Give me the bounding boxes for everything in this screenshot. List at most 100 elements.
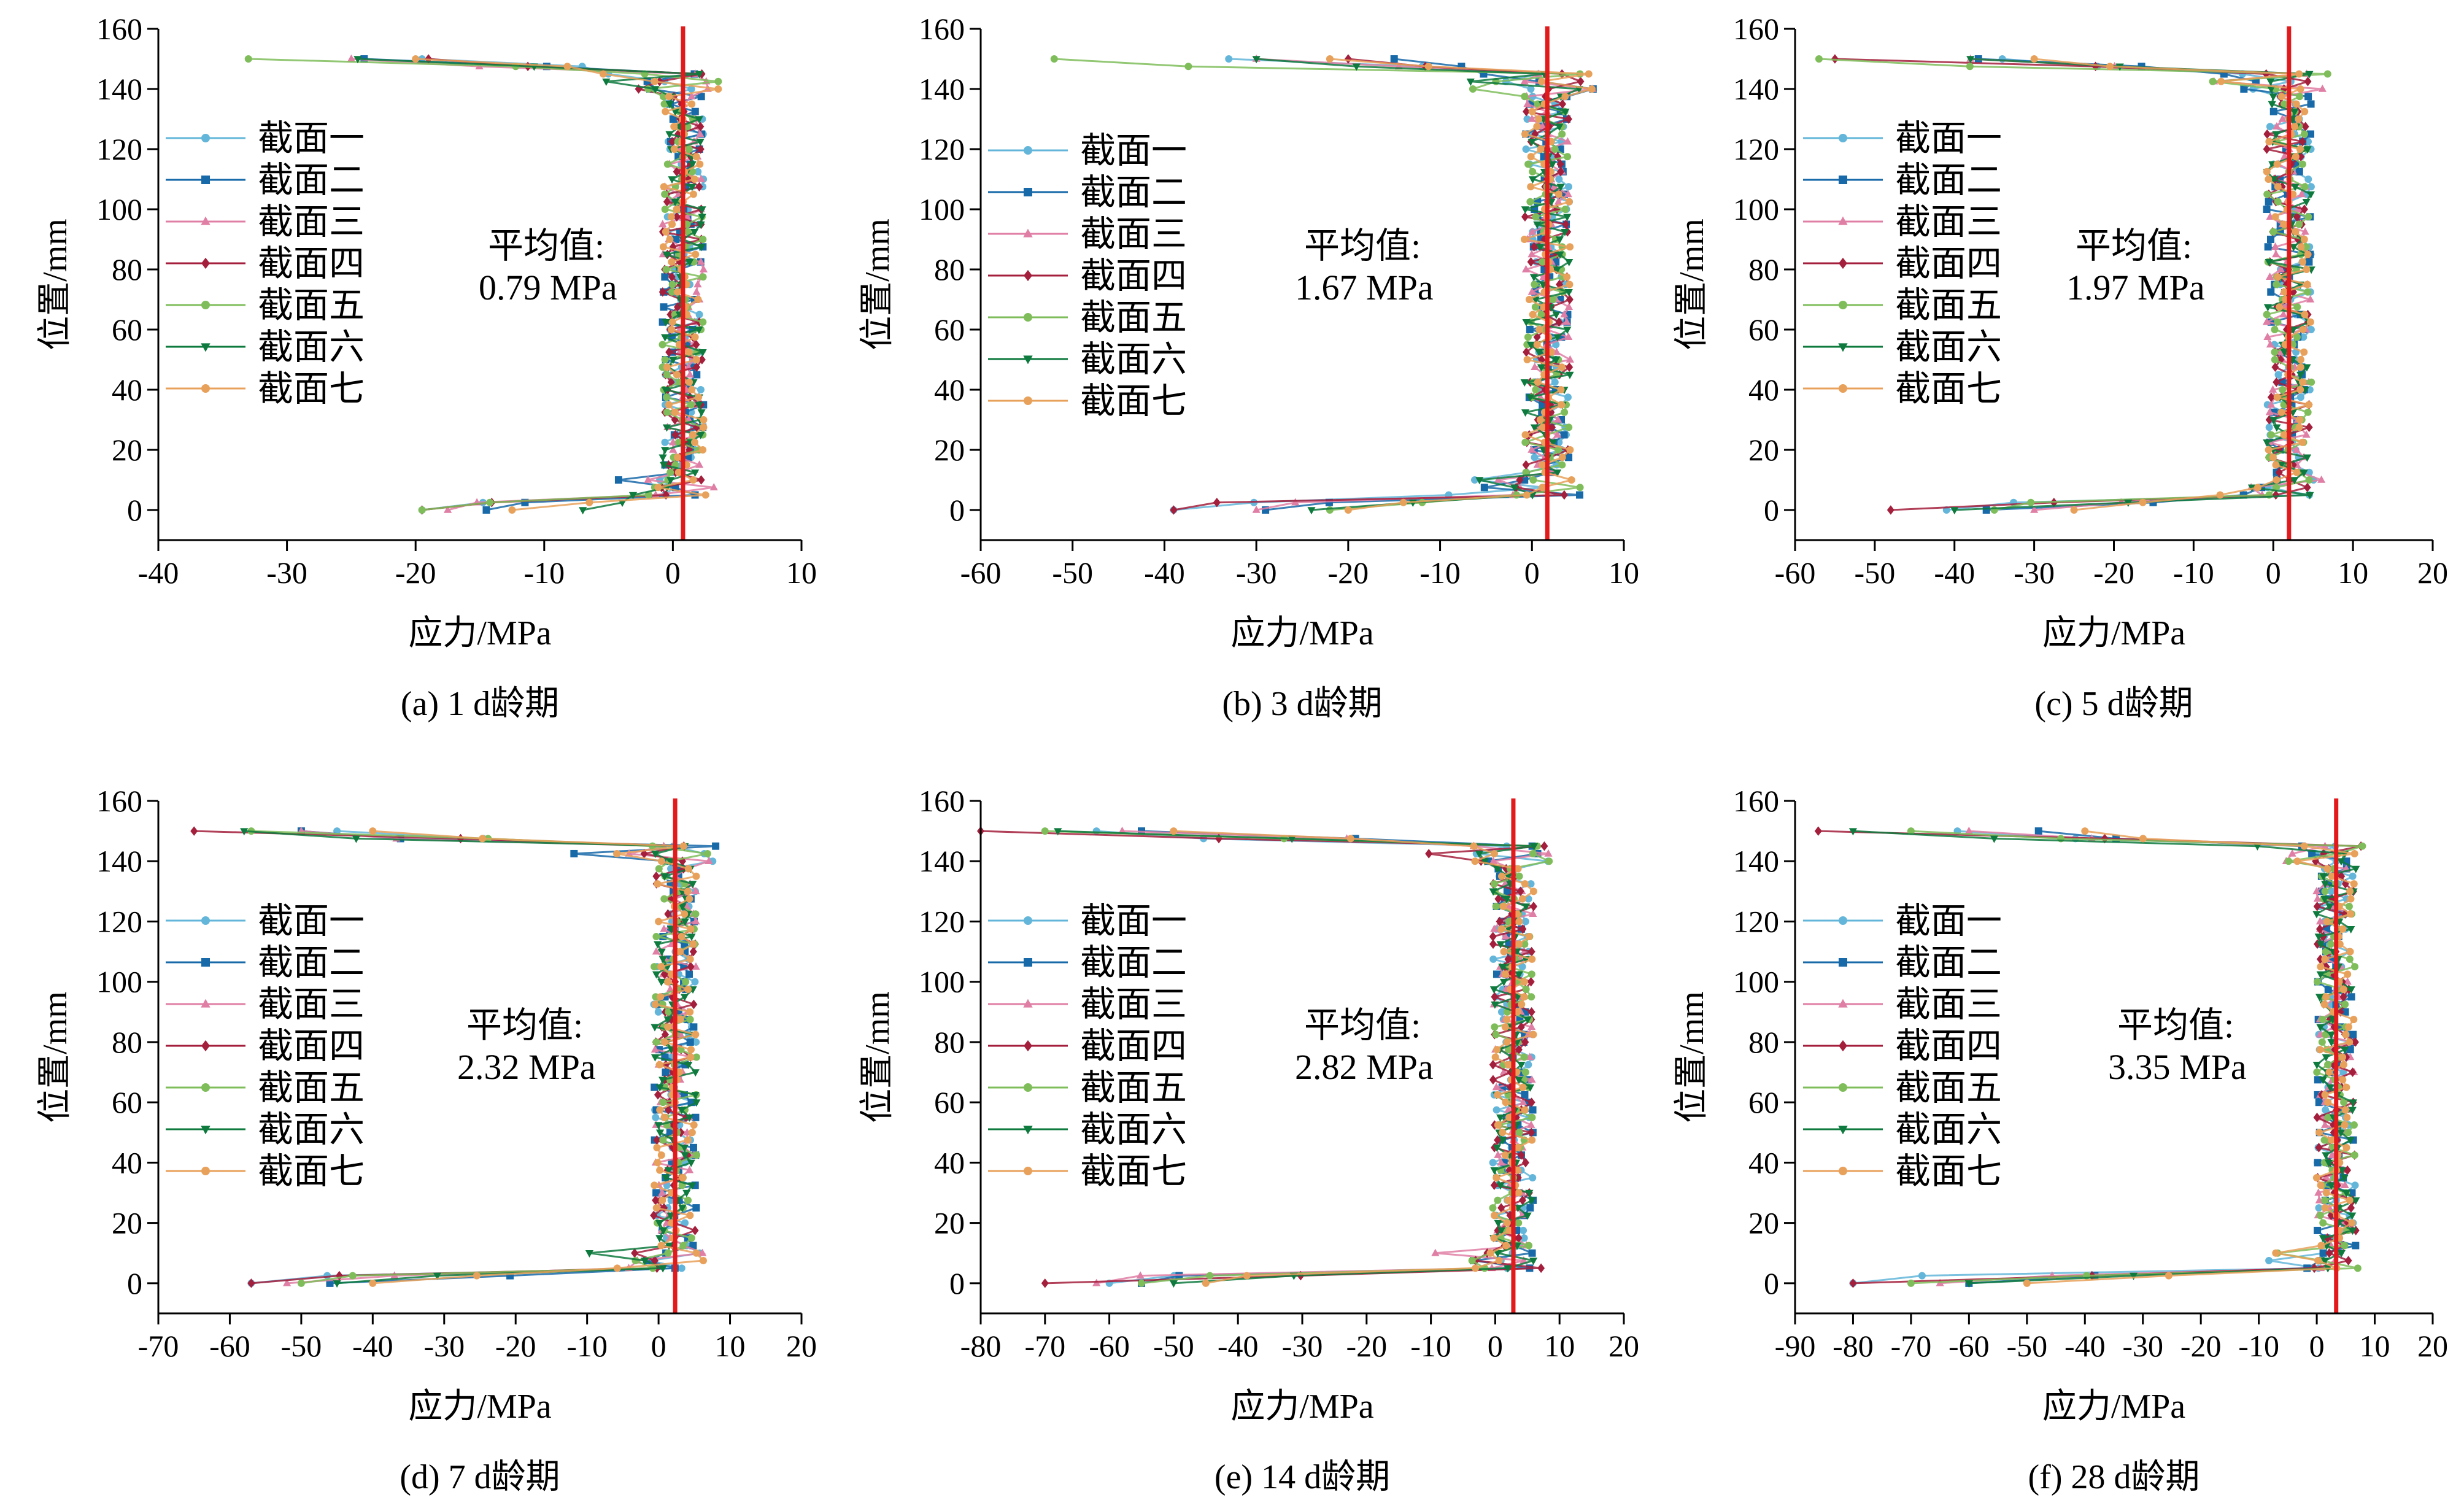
mean-value: 1.67 MPa — [1295, 268, 1434, 307]
data-point — [1493, 970, 1500, 978]
data-point — [1534, 378, 1542, 386]
data-point — [2269, 454, 2277, 462]
data-point — [1814, 826, 1822, 836]
data-point — [1500, 948, 1508, 956]
legend-label: 截面四 — [1895, 244, 2002, 284]
data-point — [1202, 1279, 1210, 1287]
data-point — [1566, 371, 1574, 379]
data-point — [1525, 430, 1533, 440]
data-point — [657, 963, 665, 971]
data-point — [1530, 242, 1538, 252]
series-6 — [240, 828, 701, 1288]
data-point — [1184, 63, 1192, 71]
legend-label: 截面三 — [1895, 984, 2002, 1024]
data-point — [2273, 393, 2281, 401]
data-point — [1495, 1257, 1503, 1265]
data-point — [651, 1083, 658, 1091]
data-point — [1530, 424, 1539, 432]
data-point — [1553, 266, 1561, 274]
legend-marker — [1024, 1040, 1032, 1052]
data-point — [657, 993, 665, 1001]
data-point — [2293, 212, 2301, 222]
data-point — [2306, 318, 2314, 326]
data-point — [673, 166, 681, 177]
data-point — [2027, 498, 2035, 506]
data-point — [669, 438, 678, 446]
data-point — [2340, 1175, 2349, 1183]
data-point — [1529, 887, 1537, 895]
x-tick-label: -40 — [352, 1329, 393, 1363]
data-point — [2322, 1152, 2330, 1160]
data-point — [698, 214, 706, 222]
x-tick-label: -60 — [1775, 555, 1816, 590]
y-tick-label: 40 — [112, 373, 142, 407]
data-point — [697, 386, 705, 393]
data-point — [658, 1188, 666, 1196]
data-point — [1527, 1197, 1536, 1205]
x-axis-title: 应力/MPa — [408, 614, 551, 652]
data-point — [1558, 130, 1566, 138]
data-point — [654, 1122, 663, 1130]
data-point — [1517, 1022, 1525, 1032]
data-point — [1535, 244, 1544, 252]
data-point — [2324, 985, 2332, 993]
x-tick-label: 0 — [2309, 1329, 2325, 1363]
data-point — [347, 54, 355, 62]
data-point — [2343, 1113, 2351, 1121]
data-point — [1521, 93, 1529, 101]
legend-marker — [1838, 1126, 1848, 1135]
data-point — [669, 115, 677, 123]
x-tick-label: 10 — [715, 1329, 746, 1363]
data-point — [2295, 70, 2303, 78]
data-point — [1503, 887, 1511, 895]
x-axis-title: 应力/MPa — [408, 1388, 551, 1426]
data-point — [668, 280, 676, 288]
data-point — [1505, 1046, 1513, 1054]
data-point — [349, 1272, 357, 1280]
x-tick-label: -30 — [1282, 1329, 1323, 1363]
data-point — [1522, 985, 1530, 993]
data-point — [656, 1106, 664, 1114]
data-point — [1489, 986, 1499, 994]
data-point — [1050, 55, 1058, 63]
legend-label: 截面七 — [258, 1151, 365, 1191]
data-point — [2273, 424, 2281, 432]
x-tick-label: -40 — [1218, 1329, 1259, 1363]
data-point — [687, 1053, 695, 1061]
data-point — [662, 251, 671, 259]
data-point — [1532, 213, 1540, 221]
mean-label: 平均值: — [466, 1005, 583, 1045]
data-point — [2316, 971, 2325, 979]
data-point — [2267, 400, 2276, 408]
series-line — [980, 830, 1545, 1285]
data-point — [1549, 439, 1558, 447]
panel-caption: (a) 1 d龄期 — [401, 685, 559, 723]
data-point — [1556, 251, 1564, 259]
data-point — [669, 357, 678, 365]
data-point — [1576, 484, 1584, 492]
data-point — [2317, 1242, 2325, 1250]
data-point — [2323, 865, 2331, 873]
data-point — [690, 999, 698, 1010]
data-point — [680, 994, 689, 1002]
data-point — [1516, 475, 1524, 485]
y-axis-title: 位置/mm — [1673, 991, 1711, 1123]
legend-marker — [1024, 313, 1032, 322]
data-point — [2271, 348, 2279, 356]
data-point — [678, 1107, 686, 1115]
data-point — [1497, 1227, 1505, 1235]
legend-marker — [1024, 1083, 1032, 1092]
mean-label: 平均值: — [1304, 1005, 1421, 1045]
data-point — [1243, 1272, 1251, 1280]
data-point — [1503, 1038, 1511, 1046]
legend-label: 截面七 — [1895, 369, 2002, 409]
data-point — [1524, 333, 1532, 341]
data-point — [687, 401, 695, 409]
data-point — [1558, 401, 1566, 409]
data-point — [2030, 55, 2038, 63]
data-point — [1529, 1258, 1538, 1266]
data-point — [2276, 303, 2284, 311]
data-point — [2322, 1173, 2330, 1181]
data-point — [1499, 1137, 1507, 1145]
data-point — [2271, 213, 2279, 221]
